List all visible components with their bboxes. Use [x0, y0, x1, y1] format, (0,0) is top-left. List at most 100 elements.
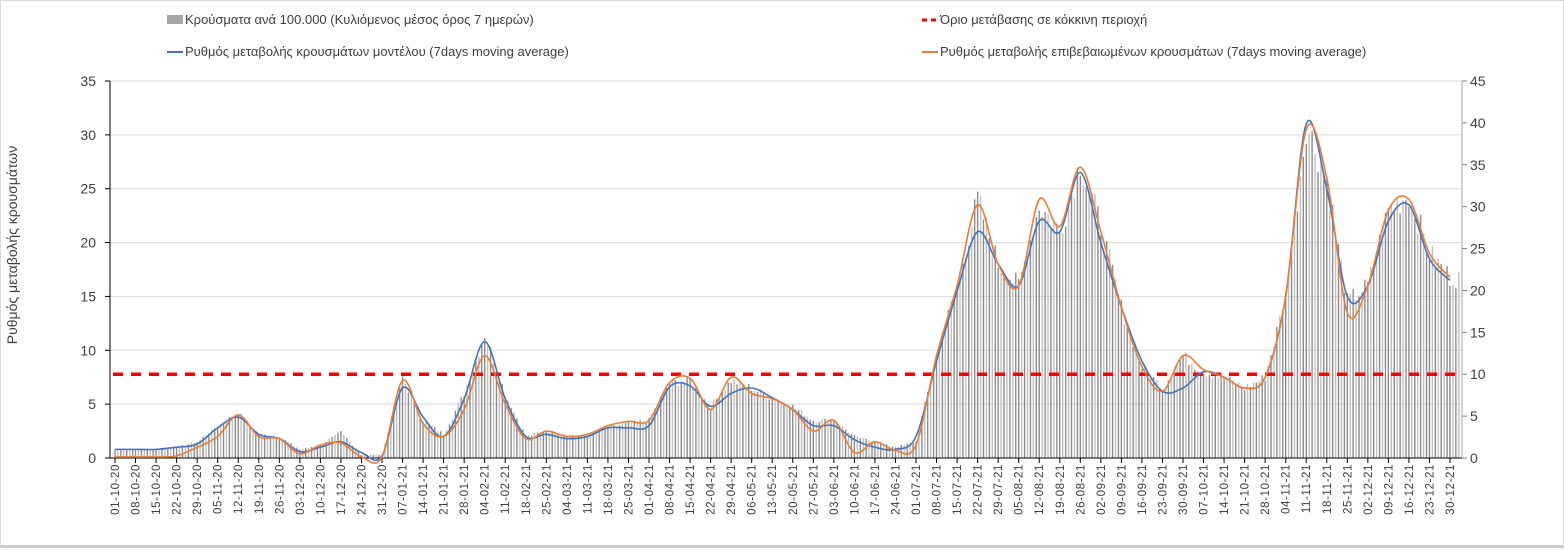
x-tick-label: 22-04-21	[706, 464, 718, 515]
x-tick-label: 04-11-21	[1281, 464, 1293, 514]
bar	[753, 390, 756, 458]
bar	[909, 443, 911, 458]
bar	[378, 454, 380, 458]
bar	[1452, 284, 1454, 458]
bar	[883, 444, 885, 458]
bar	[178, 445, 181, 458]
bar	[689, 378, 691, 458]
bar	[1108, 249, 1111, 458]
bar	[1217, 377, 1219, 458]
bar	[651, 414, 653, 458]
bar	[959, 270, 961, 458]
bar	[1091, 193, 1093, 458]
bar	[398, 385, 401, 458]
bar	[343, 434, 345, 458]
bar	[745, 386, 747, 458]
x-tick-label: 08-04-21	[665, 464, 677, 515]
bar	[134, 448, 137, 458]
bar	[780, 401, 782, 458]
bar	[310, 447, 313, 458]
bar	[971, 227, 973, 458]
bar	[466, 384, 468, 458]
bar	[1434, 266, 1437, 458]
bar	[985, 217, 988, 458]
x-tick-label: 04-02-21	[480, 464, 492, 515]
bar	[621, 423, 624, 458]
bar	[1375, 256, 1378, 458]
bar	[325, 441, 327, 458]
y-left-tick-label: 0	[88, 450, 96, 466]
x-tick-label: 03-12-20	[295, 464, 307, 515]
bar	[193, 443, 195, 458]
bar	[1073, 198, 1076, 458]
bar	[1220, 373, 1222, 458]
bar	[1208, 375, 1211, 458]
bar	[1041, 216, 1043, 458]
y-right-tick-label: 30	[1470, 199, 1486, 215]
bar	[809, 419, 812, 458]
bar	[1094, 194, 1096, 458]
bar	[1393, 210, 1395, 458]
confirmed-rate-line	[115, 123, 1451, 464]
bar	[1458, 271, 1460, 458]
bar	[1422, 233, 1425, 458]
bar	[774, 401, 776, 458]
bar	[950, 301, 952, 458]
bar	[1191, 364, 1193, 458]
x-tick-label: 28-10-21	[1260, 464, 1272, 515]
bar	[830, 420, 832, 458]
bar	[1417, 233, 1419, 458]
bar	[630, 422, 633, 458]
bar	[604, 428, 606, 458]
bar	[328, 438, 330, 458]
bar	[1182, 355, 1184, 458]
bar	[759, 389, 762, 458]
bar	[1264, 381, 1266, 458]
bar	[536, 432, 539, 458]
bar	[1238, 382, 1240, 458]
bar	[1279, 316, 1281, 458]
bar	[1120, 299, 1123, 458]
bar	[821, 419, 823, 458]
bar	[1053, 221, 1055, 458]
bar	[287, 441, 289, 458]
bar	[827, 422, 829, 458]
x-tick-label: 07-10-21	[1199, 464, 1211, 515]
bar	[1428, 259, 1431, 458]
bar	[1088, 191, 1090, 458]
bar	[1100, 235, 1102, 458]
bar	[903, 444, 905, 458]
bar	[131, 449, 134, 458]
bar	[495, 371, 498, 458]
bar	[1111, 264, 1114, 458]
bar	[486, 345, 489, 458]
bar	[1396, 199, 1398, 458]
bar	[1364, 279, 1366, 458]
bar	[539, 432, 542, 458]
bar	[877, 443, 879, 458]
bar	[1017, 279, 1020, 458]
bar	[1340, 260, 1343, 458]
bar	[404, 383, 407, 458]
bar	[1455, 287, 1457, 458]
bar	[237, 415, 239, 458]
bar	[888, 446, 891, 458]
bar	[797, 409, 800, 458]
bar	[762, 393, 765, 458]
bar	[234, 415, 236, 458]
bar	[1302, 156, 1304, 458]
bar	[516, 418, 518, 458]
bar	[1337, 243, 1340, 458]
legend-confirmed-label: Ρυθμός μεταβολής επιβεβαιωμένων κρουσμάτ…	[940, 44, 1366, 59]
bar	[1070, 193, 1073, 458]
bar	[979, 196, 982, 458]
x-tick-label: 17-06-21	[870, 464, 882, 515]
x-tick-label: 25-03-21	[623, 464, 635, 515]
bar	[507, 400, 509, 458]
bar	[1038, 210, 1040, 458]
bar	[1270, 355, 1272, 458]
bar	[551, 430, 553, 458]
bar	[448, 424, 451, 458]
x-tick-label: 16-09-21	[1137, 464, 1149, 515]
x-tick-label: 23-09-21	[1157, 464, 1169, 515]
